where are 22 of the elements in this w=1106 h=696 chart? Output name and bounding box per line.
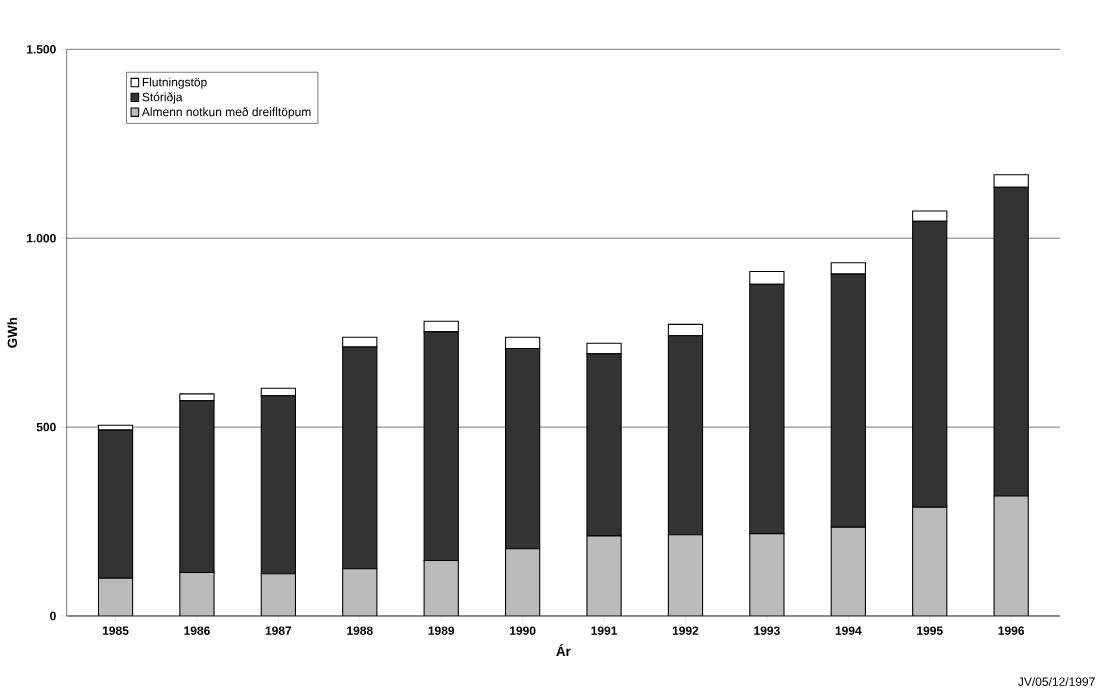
text: JV/05/12/1997 xyxy=(1018,677,1095,686)
x-tick-label: 1994 xyxy=(835,626,862,635)
x-tick-label: 1993 xyxy=(754,626,780,635)
legend-label: Flutningstöp xyxy=(142,77,207,89)
y-tick-label: 1.500 xyxy=(26,45,56,54)
x-tick-label: 1991 xyxy=(591,626,618,635)
x-tick-label: 1987 xyxy=(265,626,292,635)
legend-label: Stóriðja xyxy=(142,92,183,104)
y-tick-label: 1.000 xyxy=(26,233,56,243)
x-tick-label: 1990 xyxy=(510,626,536,635)
x-tick-label: 1992 xyxy=(672,626,699,635)
x-tick-label: 1986 xyxy=(184,626,210,635)
x-tick-label: 1989 xyxy=(428,626,455,635)
y-axis-title: GWh xyxy=(7,317,18,348)
y-tick-label: 0 xyxy=(50,611,56,621)
x-tick-label: 1985 xyxy=(102,626,129,635)
x-tick-label: 1988 xyxy=(347,626,373,635)
x-axis-title: Ár xyxy=(556,644,571,656)
x-tick-label: 1996 xyxy=(998,626,1025,635)
x-tick-label: 1995 xyxy=(917,626,943,635)
legend-label: Almenn notkun með dreifltöpum xyxy=(141,107,311,119)
y-tick-label: 500 xyxy=(36,422,56,432)
